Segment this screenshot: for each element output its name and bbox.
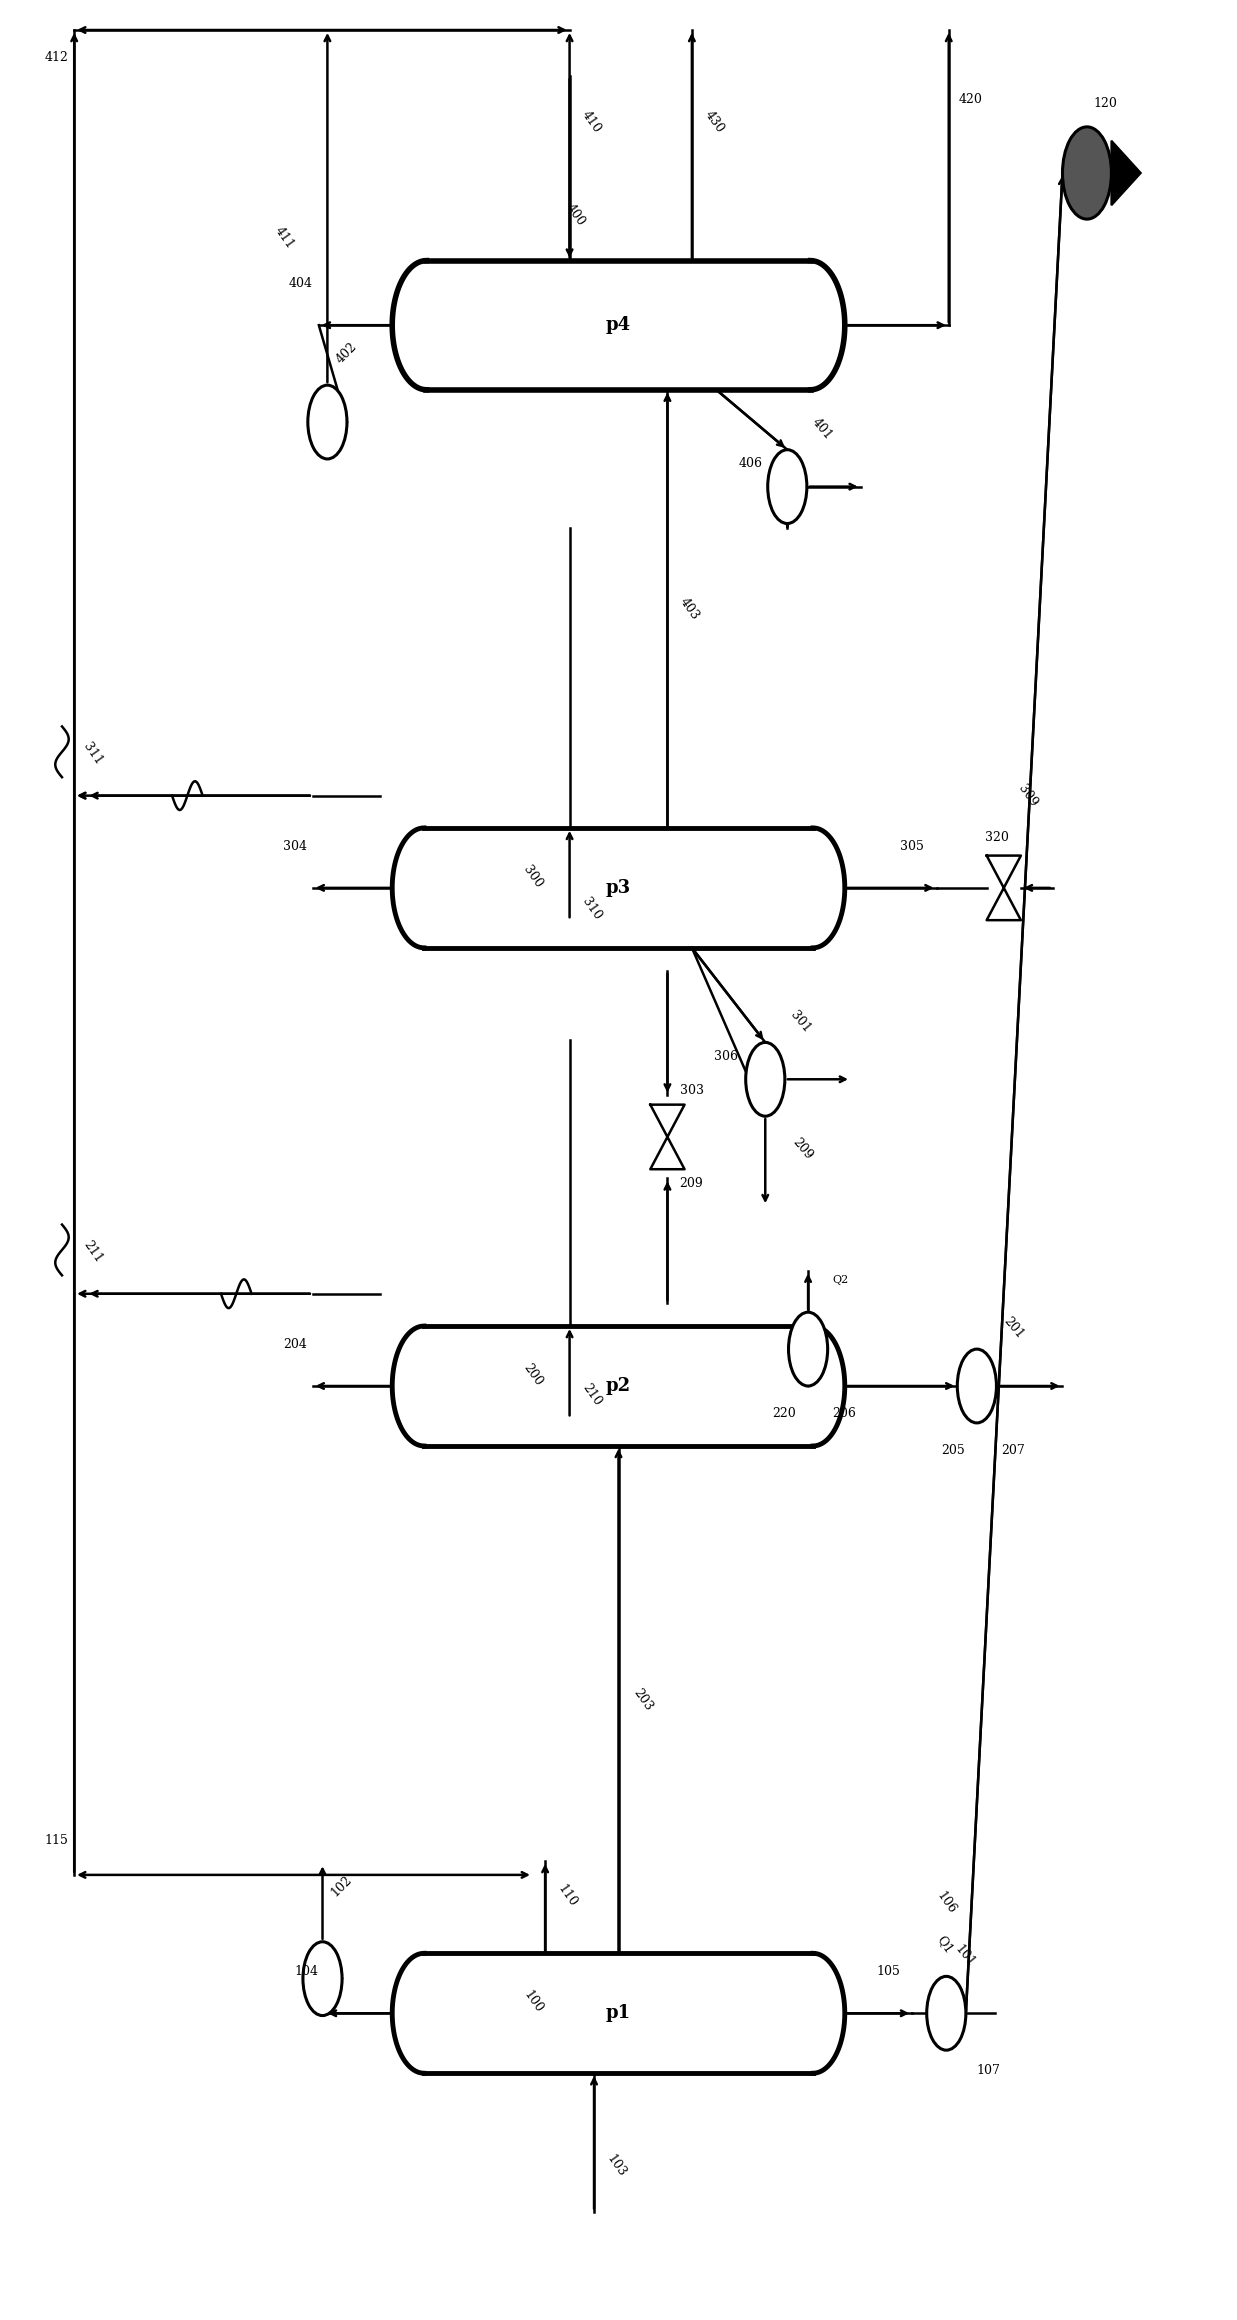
Polygon shape bbox=[392, 828, 424, 949]
Text: 107: 107 bbox=[977, 2065, 1001, 2076]
Text: 206: 206 bbox=[833, 1408, 856, 1420]
Polygon shape bbox=[813, 828, 845, 949]
Text: 401: 401 bbox=[809, 415, 835, 443]
Text: 102: 102 bbox=[329, 1872, 355, 1900]
Circle shape bbox=[768, 450, 807, 524]
Text: 204: 204 bbox=[283, 1339, 307, 1350]
Text: Q1: Q1 bbox=[934, 1933, 955, 1956]
Polygon shape bbox=[813, 1953, 845, 2074]
Text: 404: 404 bbox=[288, 276, 313, 290]
Text: p1: p1 bbox=[606, 2004, 631, 2023]
Circle shape bbox=[746, 1042, 784, 1116]
Text: 103: 103 bbox=[604, 2153, 628, 2178]
Bar bbox=[424, 1327, 813, 1445]
Polygon shape bbox=[813, 1327, 845, 1445]
Text: 400: 400 bbox=[564, 202, 588, 227]
Polygon shape bbox=[392, 1327, 424, 1445]
Text: 300: 300 bbox=[521, 863, 546, 891]
Text: 320: 320 bbox=[986, 831, 1009, 844]
Circle shape bbox=[957, 1350, 997, 1422]
Text: 412: 412 bbox=[45, 51, 68, 65]
Text: 203: 203 bbox=[631, 1687, 656, 1712]
Circle shape bbox=[927, 1977, 966, 2051]
Text: 200: 200 bbox=[521, 1362, 546, 1387]
Polygon shape bbox=[392, 260, 427, 390]
Text: 402: 402 bbox=[334, 339, 360, 367]
Text: 304: 304 bbox=[282, 840, 307, 854]
Text: 403: 403 bbox=[677, 596, 701, 622]
Text: 420: 420 bbox=[959, 93, 982, 107]
Text: 104: 104 bbox=[294, 1965, 319, 1979]
Text: p2: p2 bbox=[606, 1378, 631, 1394]
Text: 306: 306 bbox=[714, 1049, 738, 1063]
Text: 205: 205 bbox=[941, 1443, 965, 1457]
Polygon shape bbox=[392, 1953, 424, 2074]
Text: 209: 209 bbox=[679, 1176, 704, 1190]
Text: Q2: Q2 bbox=[833, 1276, 849, 1285]
Text: 207: 207 bbox=[1001, 1443, 1025, 1457]
Text: 210: 210 bbox=[579, 1383, 604, 1408]
Text: 410: 410 bbox=[579, 109, 604, 137]
Text: p3: p3 bbox=[606, 879, 631, 898]
Circle shape bbox=[788, 1313, 828, 1385]
Text: 309: 309 bbox=[1016, 782, 1040, 810]
Bar bbox=[424, 828, 813, 949]
Text: 430: 430 bbox=[701, 109, 726, 137]
Text: 100: 100 bbox=[521, 1988, 546, 2016]
Circle shape bbox=[303, 1942, 343, 2016]
Text: 209: 209 bbox=[789, 1134, 815, 1162]
Text: 305: 305 bbox=[901, 840, 924, 854]
Text: 406: 406 bbox=[738, 457, 762, 471]
Text: 101: 101 bbox=[952, 1942, 977, 1970]
Text: 301: 301 bbox=[787, 1009, 813, 1035]
Text: 201: 201 bbox=[1001, 1315, 1027, 1341]
Polygon shape bbox=[1111, 142, 1141, 204]
Circle shape bbox=[308, 385, 346, 459]
Text: 310: 310 bbox=[579, 896, 604, 921]
Text: 211: 211 bbox=[80, 1239, 105, 1267]
Text: 411: 411 bbox=[272, 225, 297, 251]
Polygon shape bbox=[810, 260, 845, 390]
Text: 110: 110 bbox=[555, 1882, 579, 1909]
Bar bbox=[424, 1953, 813, 2074]
Text: 120: 120 bbox=[1094, 97, 1117, 111]
Text: 311: 311 bbox=[80, 740, 105, 768]
Bar bbox=[427, 260, 810, 390]
Text: 220: 220 bbox=[772, 1408, 795, 1420]
Text: 303: 303 bbox=[679, 1083, 704, 1097]
Text: 115: 115 bbox=[45, 1833, 68, 1847]
Text: p4: p4 bbox=[606, 316, 631, 334]
Text: 106: 106 bbox=[934, 1888, 959, 1916]
Text: 105: 105 bbox=[876, 1965, 899, 1979]
Circle shape bbox=[1063, 128, 1111, 218]
